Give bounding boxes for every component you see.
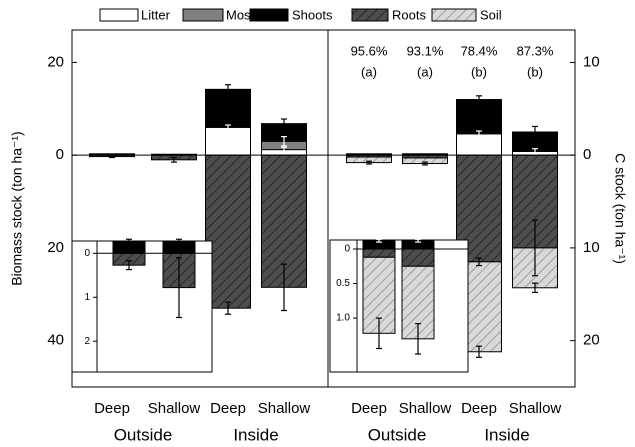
annotation: 87.3% xyxy=(517,43,554,58)
legend-label: Shoots xyxy=(292,7,333,22)
legend-swatch xyxy=(182,8,224,22)
x-tick-label: Shallow xyxy=(258,400,311,417)
bar-segment xyxy=(401,248,435,267)
group-label: Outside xyxy=(368,425,427,444)
y-tick-label: 20 xyxy=(47,53,64,70)
annotation: (b) xyxy=(471,64,487,79)
annotation: 95.6% xyxy=(351,43,388,58)
legend-label: Litter xyxy=(141,7,171,22)
bar-segment xyxy=(362,248,396,258)
y-axis-label: Biomass stock (ton ha⁻¹) xyxy=(9,131,25,285)
annotation: (a) xyxy=(417,64,433,79)
legend-swatch xyxy=(431,8,477,22)
annotation: 78.4% xyxy=(461,43,498,58)
x-tick-label: Shallow xyxy=(148,400,201,417)
annotation: (b) xyxy=(527,64,543,79)
y-tick-label: 20 xyxy=(47,239,64,256)
bar-segment xyxy=(456,99,502,135)
x-tick-label: Shallow xyxy=(509,400,562,417)
inset-frame xyxy=(329,239,469,373)
y-tick-label: 0.5 xyxy=(336,278,350,289)
legend-label: Roots xyxy=(392,7,426,22)
y-tick-label: 1.0 xyxy=(336,313,350,324)
y-tick-label: 40 xyxy=(47,332,64,349)
panel-frame xyxy=(327,29,576,388)
y-tick-label: 0 xyxy=(583,146,591,163)
x-tick-label: Deep xyxy=(461,400,497,417)
legend-swatch xyxy=(99,8,139,22)
x-tick-label: Deep xyxy=(94,400,130,417)
legend-swatch xyxy=(249,8,289,22)
x-tick-label: Deep xyxy=(351,400,387,417)
group-label: Inside xyxy=(233,425,278,444)
bar-segment xyxy=(205,88,251,128)
legend-swatch xyxy=(351,8,389,22)
annotation: 93.1% xyxy=(407,43,444,58)
bar-segment xyxy=(205,154,251,309)
y-tick-label: 10 xyxy=(583,53,600,70)
y-axis-label: C stock (ton ha⁻¹) xyxy=(612,153,628,264)
annotation: (a) xyxy=(361,64,377,79)
legend-label: Soil xyxy=(480,7,502,22)
x-tick-label: Shallow xyxy=(399,400,452,417)
y-tick-label: 2 xyxy=(84,336,90,347)
x-tick-label: Deep xyxy=(210,400,246,417)
y-tick-label: 0 xyxy=(56,146,64,163)
y-tick-label: 10 xyxy=(583,239,600,256)
y-tick-label: 1 xyxy=(84,292,90,303)
y-tick-label: 20 xyxy=(583,332,600,349)
y-tick-label: 0 xyxy=(344,244,350,255)
bar-segment xyxy=(205,126,251,156)
group-label: Inside xyxy=(484,425,529,444)
y-tick-label: 0 xyxy=(84,248,90,259)
group-label: Outside xyxy=(114,425,173,444)
